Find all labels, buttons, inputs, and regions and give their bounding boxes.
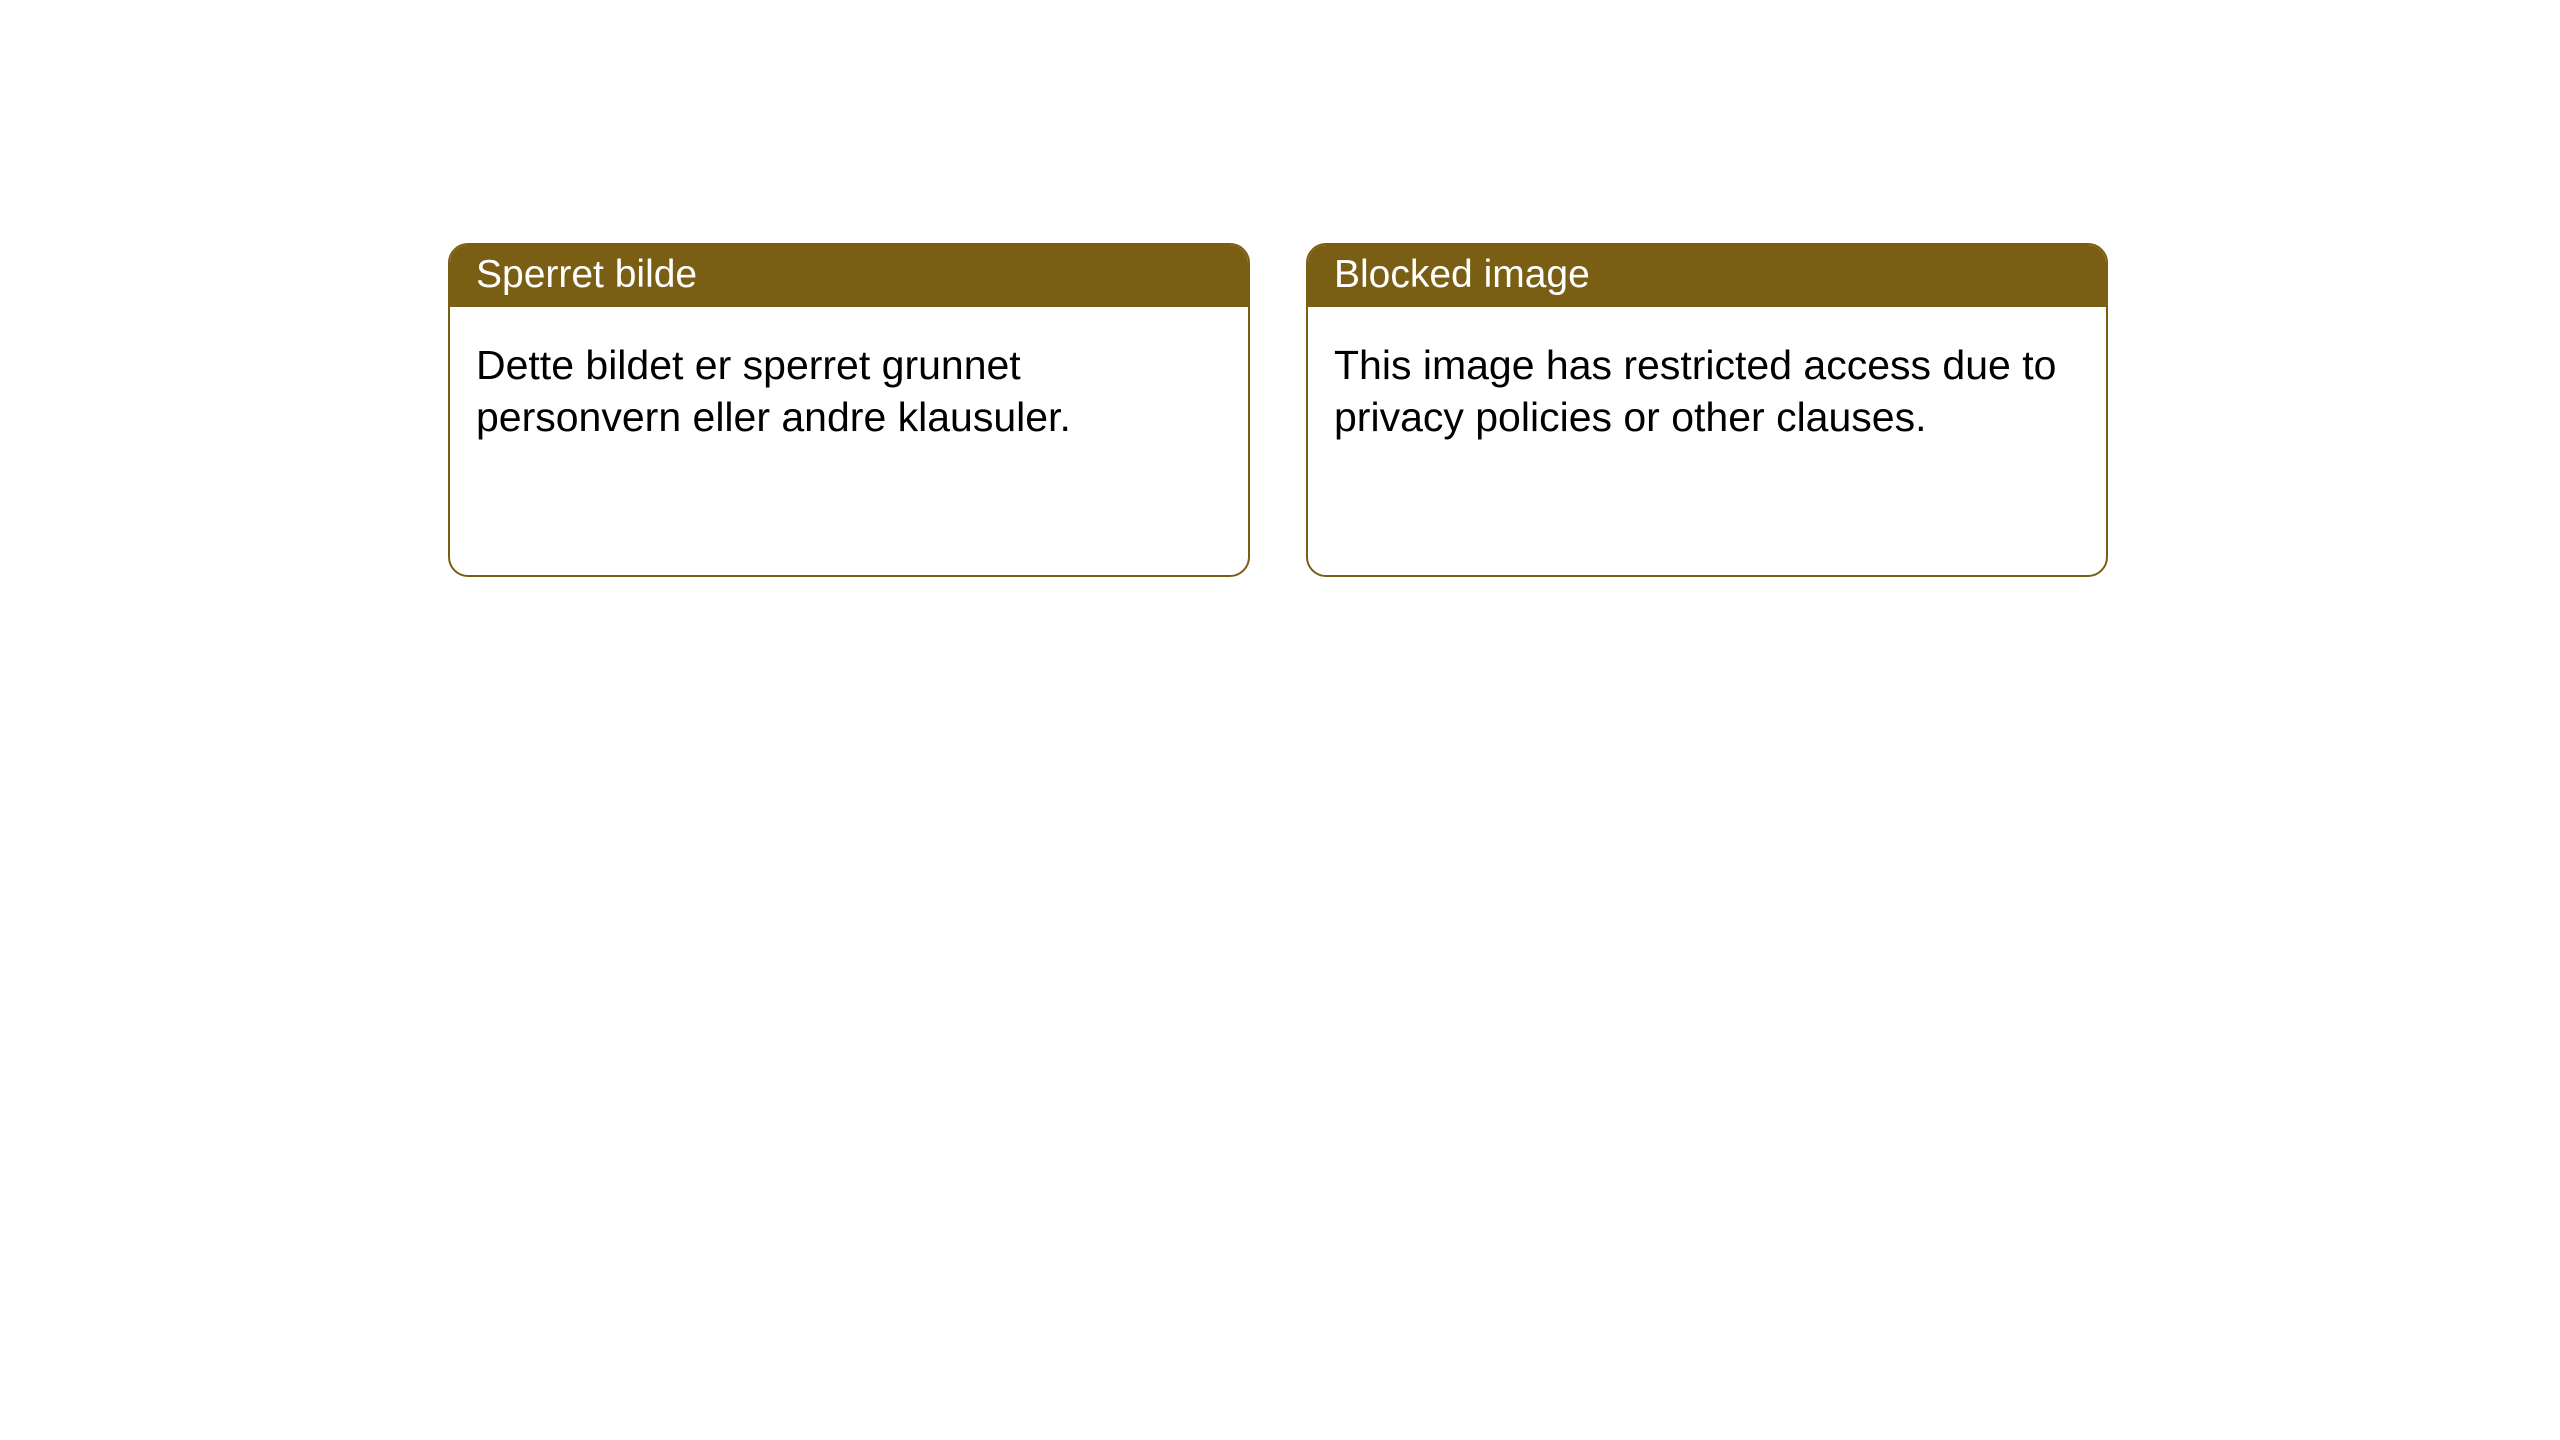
notice-card-english: Blocked image This image has restricted … [1306, 243, 2108, 577]
notice-header: Sperret bilde [450, 245, 1248, 307]
notice-body: Dette bildet er sperret grunnet personve… [450, 307, 1248, 476]
notice-container: Sperret bilde Dette bildet er sperret gr… [0, 0, 2560, 577]
notice-header: Blocked image [1308, 245, 2106, 307]
notice-body: This image has restricted access due to … [1308, 307, 2106, 476]
notice-card-norwegian: Sperret bilde Dette bildet er sperret gr… [448, 243, 1250, 577]
